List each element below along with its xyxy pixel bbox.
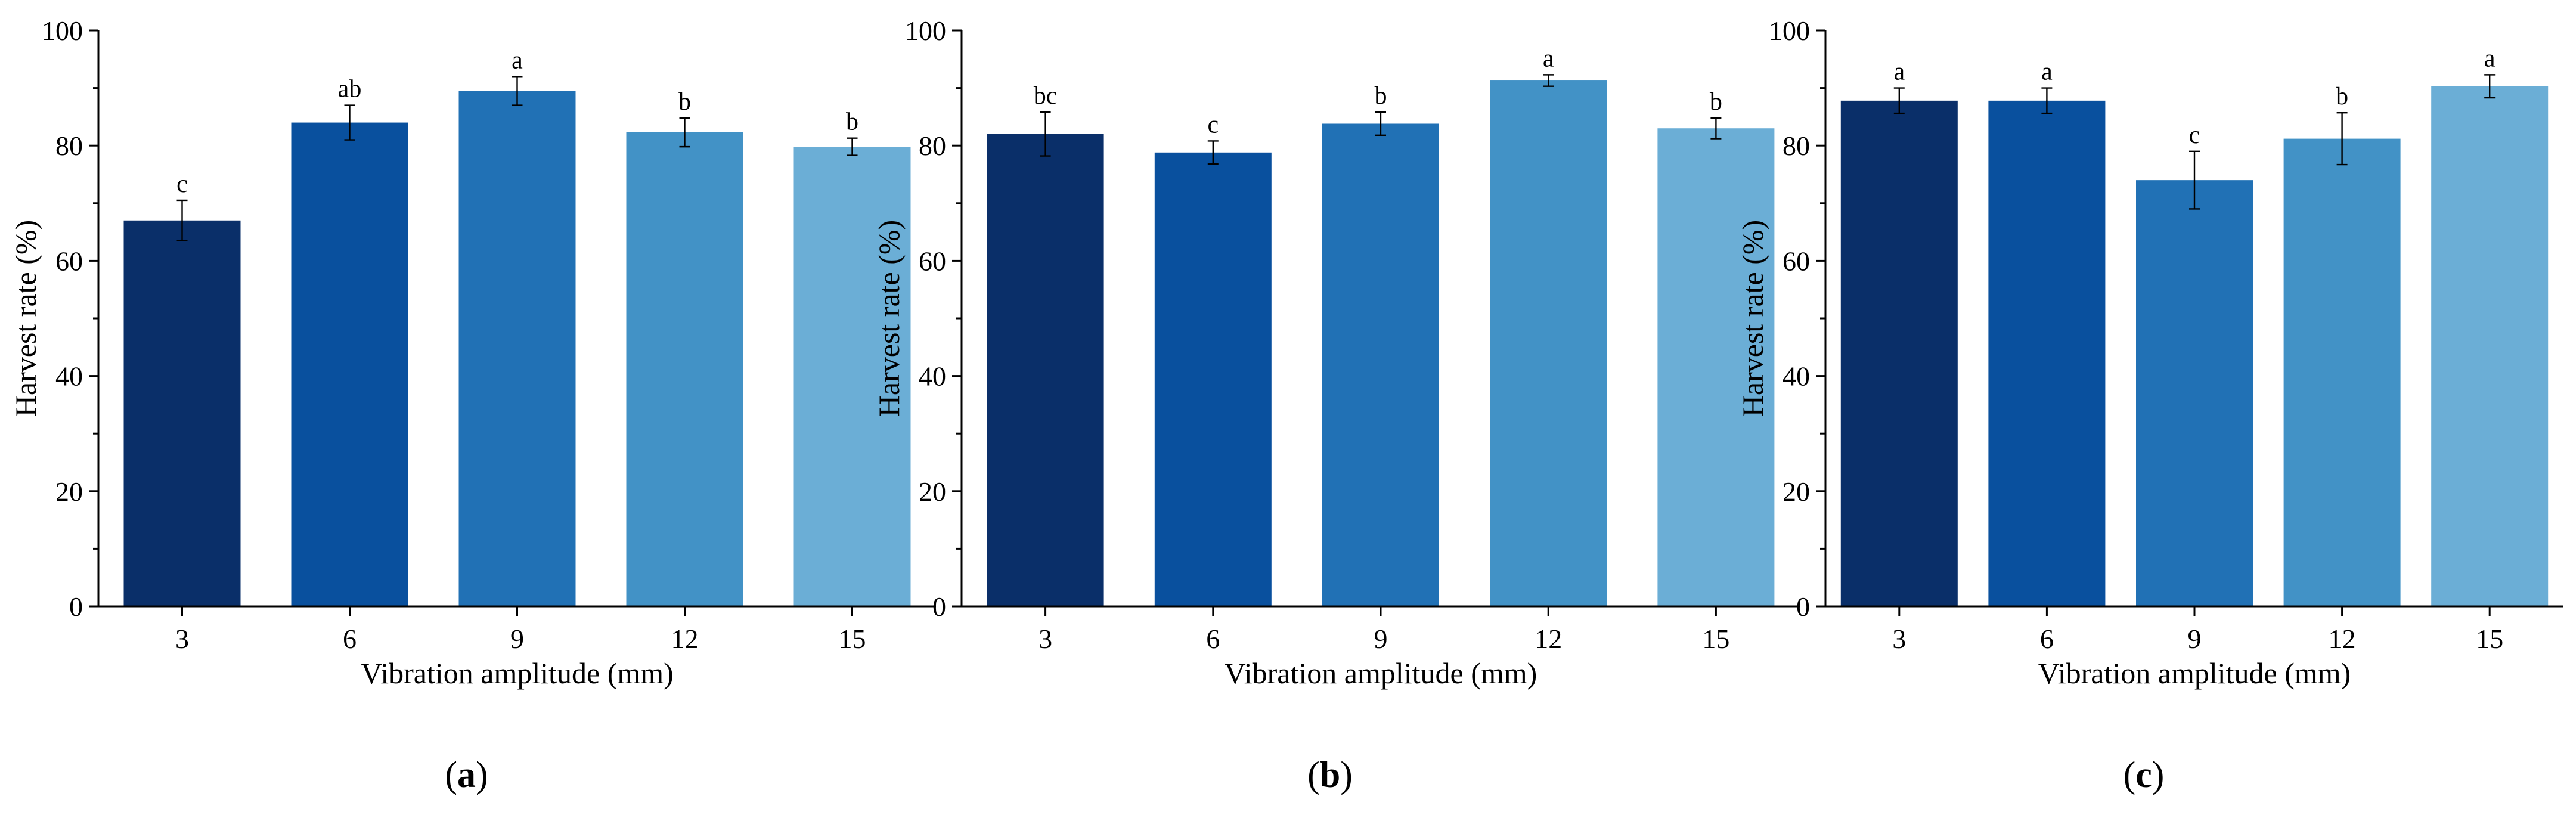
y-tick-label: 0 <box>932 591 946 622</box>
y-tick-label: 20 <box>55 476 83 507</box>
y-tick-label: 100 <box>1769 16 1810 46</box>
chart-panel-c: a a c b a 0 20 40 60 80 100 3 6 9 12 15 Vibration amplit… <box>1736 16 2563 795</box>
y-axis-title: Harvest rate (%) <box>1736 220 1769 417</box>
significance-label-3: c <box>176 171 188 198</box>
significance-label-15: b <box>1710 88 1722 116</box>
x-axis-title: Vibration amplitude (mm) <box>1225 656 1537 690</box>
x-tick-label: 15 <box>839 624 866 654</box>
significance-label-9: b <box>1375 82 1387 110</box>
x-axis-title: Vibration amplitude (mm) <box>361 656 674 690</box>
significance-label-6: ab <box>338 76 362 103</box>
bar-12 <box>1490 80 1607 607</box>
y-tick-label: 60 <box>55 246 83 276</box>
x-tick-label: 12 <box>1535 624 1562 654</box>
error-bar-9 <box>512 76 523 106</box>
significance-label-3: a <box>1893 58 1905 86</box>
x-tick-label: 6 <box>2040 624 2054 654</box>
y-tick-label: 20 <box>919 476 946 507</box>
panel-label: (c) <box>2124 755 2165 795</box>
y-tick-label: 40 <box>1783 361 1810 392</box>
error-bar-15 <box>1710 117 1722 140</box>
y-tick-label: 40 <box>919 361 946 392</box>
x-tick-label: 3 <box>1892 624 1906 654</box>
x-tick-label: 15 <box>2476 624 2503 654</box>
error-bar-3 <box>1040 111 1051 157</box>
significance-label-12: b <box>2336 83 2348 110</box>
y-tick-label: 0 <box>1796 591 1810 622</box>
error-bar-9 <box>1375 111 1386 137</box>
significance-label-9: a <box>512 47 523 74</box>
bar-3 <box>1840 100 1958 607</box>
y-tick-label: 60 <box>919 246 946 276</box>
x-tick-label: 15 <box>1702 624 1729 654</box>
significance-label-9: c <box>2189 122 2200 149</box>
y-axis-title: Harvest rate (%) <box>872 220 906 417</box>
bar-9 <box>458 91 576 606</box>
bar-12 <box>2283 138 2401 606</box>
significance-label-3: bc <box>1034 82 1058 110</box>
y-tick-label: 80 <box>919 131 946 161</box>
error-bar-12 <box>2336 111 2348 166</box>
panel-letter: c <box>2135 755 2152 795</box>
x-tick-label: 9 <box>1374 624 1388 654</box>
bar-9 <box>1322 123 1439 606</box>
bar-3 <box>123 220 241 606</box>
bar-15 <box>793 147 911 606</box>
x-tick-label: 3 <box>175 624 189 654</box>
error-bar-12 <box>1543 74 1554 87</box>
bar-3 <box>987 134 1104 606</box>
x-tick-label: 3 <box>1039 624 1052 654</box>
significance-label-15: a <box>2484 45 2496 72</box>
error-bar-3 <box>1893 87 1905 114</box>
panel-letter: b <box>1320 755 1340 795</box>
bar-6 <box>1988 100 2106 607</box>
y-tick-label: 0 <box>69 591 83 622</box>
panel-label: (a) <box>445 755 488 795</box>
bar-12 <box>626 132 743 606</box>
error-bar-3 <box>176 199 188 241</box>
bar-6 <box>1154 152 1272 607</box>
bar-6 <box>291 122 408 606</box>
x-tick-label: 12 <box>671 624 699 654</box>
error-bar-15 <box>2484 74 2496 99</box>
significance-label-12: a <box>1543 45 1554 72</box>
error-bar-6 <box>344 104 355 141</box>
x-axis-title: Vibration amplitude (mm) <box>2038 656 2351 690</box>
y-tick-label: 60 <box>1783 246 1810 276</box>
y-tick-label: 40 <box>55 361 83 392</box>
error-bar-12 <box>679 117 690 148</box>
significance-label-12: b <box>678 88 691 116</box>
x-tick-label: 9 <box>510 624 524 654</box>
error-bar-6 <box>1207 140 1219 165</box>
error-bar-15 <box>847 137 858 156</box>
significance-label-6: c <box>1207 111 1219 138</box>
bar-9 <box>2136 180 2253 606</box>
y-tick-label: 100 <box>905 16 946 46</box>
y-tick-label: 20 <box>1783 476 1810 507</box>
y-tick-label: 80 <box>55 131 83 161</box>
bar-15 <box>1657 128 1775 607</box>
y-tick-label: 80 <box>1783 131 1810 161</box>
chart-panel-b: bc c b a b 0 20 40 60 80 100 3 6 9 12 15 Vibration ampli… <box>872 16 1800 795</box>
x-tick-label: 6 <box>343 624 357 654</box>
x-tick-label: 12 <box>2329 624 2356 654</box>
x-tick-label: 6 <box>1206 624 1220 654</box>
y-axis-title: Harvest rate (%) <box>9 220 42 417</box>
panel-label: (b) <box>1307 755 1353 795</box>
error-bar-9 <box>2189 150 2200 210</box>
x-tick-label: 9 <box>2188 624 2202 654</box>
y-tick-label: 100 <box>42 16 83 46</box>
significance-label-15: b <box>846 109 858 136</box>
significance-label-6: a <box>2041 58 2053 86</box>
error-bar-6 <box>2041 87 2053 114</box>
bar-15 <box>2431 86 2549 606</box>
panel-letter: a <box>457 755 476 795</box>
